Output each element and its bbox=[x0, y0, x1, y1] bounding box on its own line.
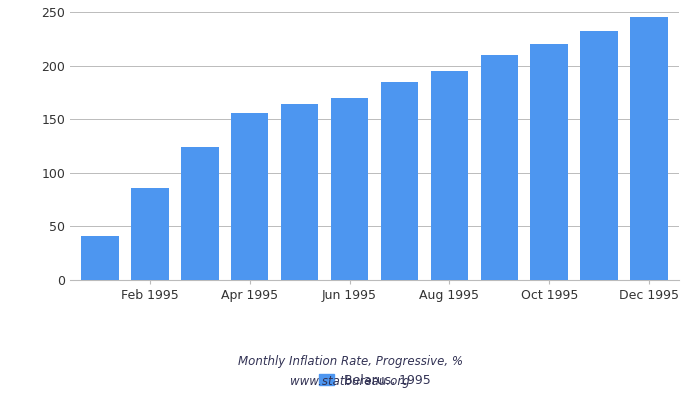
Bar bbox=[531, 44, 568, 280]
Bar bbox=[281, 104, 318, 280]
Bar bbox=[630, 17, 668, 280]
Bar bbox=[580, 31, 618, 280]
Text: www.statbureau.org: www.statbureau.org bbox=[290, 376, 410, 388]
Text: Monthly Inflation Rate, Progressive, %: Monthly Inflation Rate, Progressive, % bbox=[237, 356, 463, 368]
Bar bbox=[131, 188, 169, 280]
Bar bbox=[81, 236, 119, 280]
Bar bbox=[381, 82, 418, 280]
Bar bbox=[231, 113, 268, 280]
Legend: Belarus, 1995: Belarus, 1995 bbox=[314, 369, 435, 392]
Bar bbox=[481, 55, 518, 280]
Bar bbox=[331, 98, 368, 280]
Bar bbox=[181, 147, 218, 280]
Bar bbox=[430, 71, 468, 280]
